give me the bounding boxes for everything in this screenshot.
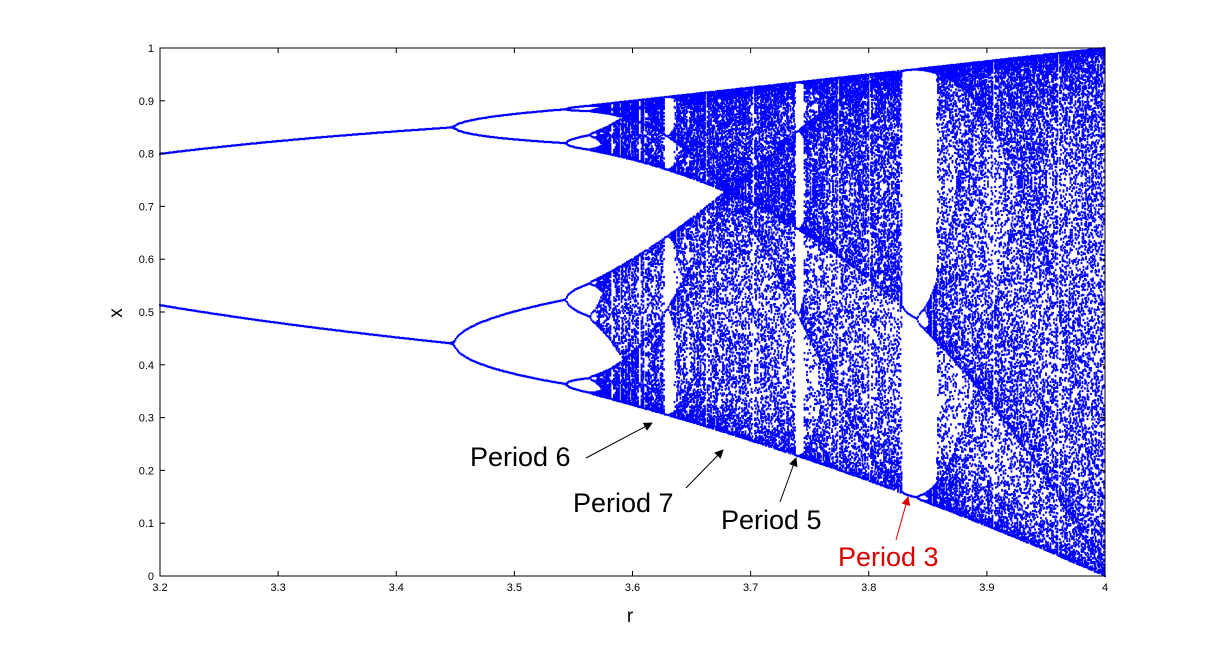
period-5-label: Period 5 bbox=[721, 505, 822, 535]
x-tick-label: 3.3 bbox=[270, 582, 285, 594]
period-6-arrow bbox=[585, 422, 653, 459]
period-7-arrow bbox=[685, 449, 724, 489]
x-tick-label: 3.4 bbox=[389, 582, 404, 594]
x-tick-label: 3.6 bbox=[625, 582, 640, 594]
x-tick-label: 3.5 bbox=[507, 582, 522, 594]
y-tick-label: 0.7 bbox=[139, 201, 154, 213]
period-7-label: Period 7 bbox=[573, 488, 674, 518]
y-tick-label: 0.2 bbox=[139, 465, 154, 477]
y-tick-label: 0.3 bbox=[139, 413, 154, 425]
y-axis-ticks: 0 0.1 0.2 0.3 0.4 0.5 0.6 0.7 0.8 0.9 1 bbox=[139, 43, 1105, 583]
x-tick-label: 3.8 bbox=[861, 582, 876, 594]
y-tick-label: 0.8 bbox=[139, 149, 154, 161]
x-tick-label: 3.2 bbox=[152, 582, 167, 594]
y-axis-label: x bbox=[106, 308, 127, 318]
period-5-arrow bbox=[779, 457, 798, 503]
y-tick-label: 0.6 bbox=[139, 254, 154, 266]
x-axis-ticks: 3.2 3.3 3.4 3.5 3.6 3.7 3.8 3.9 4 bbox=[152, 48, 1108, 594]
bifurcation-point-cloud bbox=[159, 46, 1106, 578]
x-tick-label: 4 bbox=[1102, 582, 1108, 594]
y-tick-label: 1 bbox=[148, 43, 154, 55]
bifurcation-points bbox=[159, 46, 1106, 578]
period-3-arrow bbox=[895, 496, 911, 541]
x-axis-label: r bbox=[627, 606, 634, 627]
y-tick-label: 0 bbox=[148, 571, 154, 583]
y-tick-label: 0.5 bbox=[139, 307, 154, 319]
y-tick-label: 0.9 bbox=[139, 96, 154, 108]
x-tick-label: 3.9 bbox=[979, 582, 994, 594]
y-tick-label: 0.4 bbox=[139, 360, 154, 372]
x-tick-label: 3.7 bbox=[743, 582, 758, 594]
period-6-label: Period 6 bbox=[470, 442, 571, 472]
period-3-label: Period 3 bbox=[838, 542, 939, 572]
annotations: Period 6 Period 7 Period 5 Period 3 bbox=[470, 422, 939, 572]
y-tick-label: 0.1 bbox=[139, 518, 154, 530]
